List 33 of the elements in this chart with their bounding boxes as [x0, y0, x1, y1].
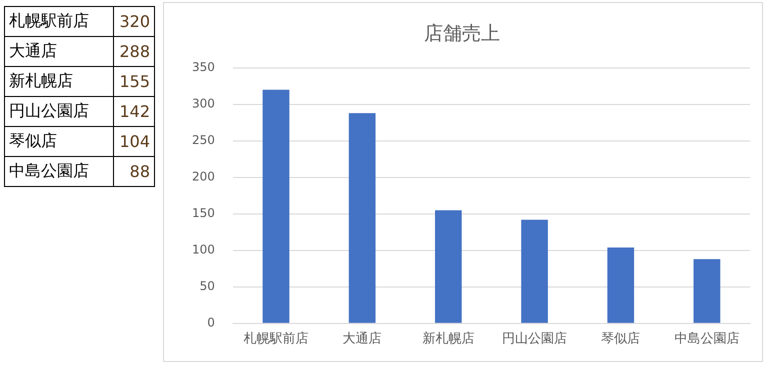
- x-tick-label: 大通店: [342, 330, 382, 347]
- bar: [262, 90, 290, 323]
- text: 288: [114, 36, 154, 66]
- x-tick-label: 新札幌店: [422, 330, 474, 347]
- text: 円山公園店: [4, 96, 114, 126]
- text: 88: [114, 156, 154, 186]
- text: 琴似店: [4, 126, 114, 156]
- x-tick-label: 円山公園店: [502, 330, 568, 347]
- y-tick-label: 300: [192, 96, 215, 110]
- text: 大通店: [4, 36, 114, 66]
- y-tick-label: 50: [200, 279, 215, 294]
- bar: [521, 220, 548, 323]
- text: 104: [114, 126, 154, 156]
- bar: [348, 113, 376, 323]
- y-tick-label: 100: [192, 242, 215, 256]
- text: 新札幌店: [4, 66, 114, 96]
- y-tick-label: 250: [192, 132, 215, 147]
- text: 札幌駅前店: [4, 6, 114, 36]
- x-tick-label: 中島公園店: [674, 330, 740, 347]
- x-tick-label: 琴似店: [601, 330, 640, 347]
- text: 142: [114, 96, 154, 126]
- y-tick-label: 350: [192, 60, 215, 74]
- y-tick-label: 0: [207, 316, 215, 330]
- text: 中島公園店: [4, 156, 114, 186]
- bar: [435, 210, 462, 323]
- bar: [607, 247, 634, 323]
- text: 320: [114, 6, 154, 36]
- text: 155: [114, 66, 154, 96]
- chart-title: 店舗売上: [424, 22, 500, 44]
- x-tick-label: 札幌駅前店: [243, 330, 308, 347]
- bar: [694, 259, 720, 323]
- y-tick-label: 200: [192, 169, 215, 184]
- y-tick-label: 150: [192, 206, 215, 220]
